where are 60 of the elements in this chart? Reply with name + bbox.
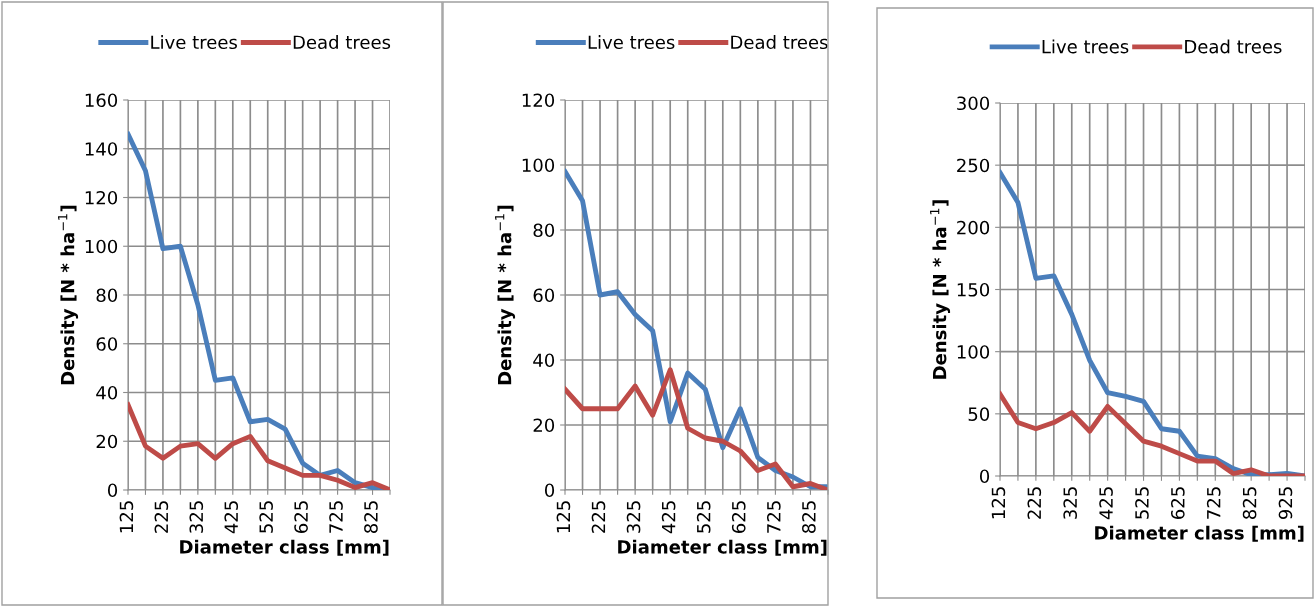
y-tick-label: 40 [96,385,118,400]
y-tick-label: 0 [979,469,990,484]
x-tick-label: 825 [364,501,378,533]
x-tick-label: 325 [1063,487,1077,519]
x-tick-label: 125 [991,487,1006,519]
x-tick-label: 625 [294,501,308,533]
y-tick-label: 200 [957,220,990,235]
x-tick-label: 825 [1242,487,1257,519]
x-tick-label: 225 [1027,487,1042,519]
y-tick-label: 100 [522,158,555,173]
x-tick-label: 725 [1206,487,1221,519]
y-tick-label: 120 [85,190,118,205]
y-tick-label: 120 [522,93,555,108]
x-tick-label: 325 [189,501,204,533]
x-tick-label: 925 [1278,487,1293,520]
x-tick-label: 825 [802,501,816,533]
legend-label: Dead trees [731,35,828,50]
x-tick-label: 525 [259,501,273,533]
y-axis-title: Density [N * ha$^{−1}$] [58,205,79,385]
y-axis-title: Density [N * ha$^{−1}$] [930,200,951,379]
y-tick-label: 80 [533,223,555,238]
x-tick-label: 425 [224,501,239,534]
x-tick-label: 225 [591,501,606,533]
y-tick-label: 0 [107,483,118,498]
legend-label: Dead trees [293,35,391,50]
y-tick-label: 20 [96,434,118,449]
x-tick-label: 725 [766,501,781,533]
y-tick-label: 100 [957,345,990,359]
legend-label: Live trees [588,35,675,50]
legend-label: Live trees [151,35,237,50]
y-tick-label: 60 [96,337,118,351]
y-tick-label: 40 [533,353,555,368]
x-tick-label: 625 [1170,487,1185,519]
y-tick-label: 300 [957,96,990,111]
y-tick-label: 140 [85,142,118,156]
x-tick-label: 425 [661,501,676,534]
y-tick-label: 150 [957,282,990,297]
x-tick-label: 525 [1135,487,1149,519]
x-axis-title: Diameter class [mm] [618,539,827,556]
y-tick-label: 60 [533,288,555,303]
x-tick-label: 725 [329,501,343,533]
x-tick-label: 225 [154,501,169,533]
y-tick-label: 50 [968,407,990,421]
x-axis-title: Diameter class [mm] [1095,525,1304,542]
x-axis-title: Diameter class [mm] [180,539,389,556]
x-tick-label: 325 [626,501,641,533]
y-tick-label: 100 [85,239,118,254]
y-tick-label: 80 [96,288,118,303]
legend-label: Live trees [1042,39,1129,54]
y-tick-label: 160 [85,93,118,108]
y-tick-label: 250 [957,158,990,173]
x-tick-label: 125 [119,501,134,533]
y-tick-label: 20 [533,418,555,433]
legend-label: Dead trees [1185,39,1282,54]
x-tick-label: 425 [1099,487,1113,520]
x-tick-label: 625 [731,501,746,533]
x-tick-label: 125 [556,501,571,533]
x-tick-label: 525 [696,501,711,533]
y-tick-label: 0 [544,483,555,498]
y-axis-title: Density [N * ha$^{−1}$] [495,205,516,385]
